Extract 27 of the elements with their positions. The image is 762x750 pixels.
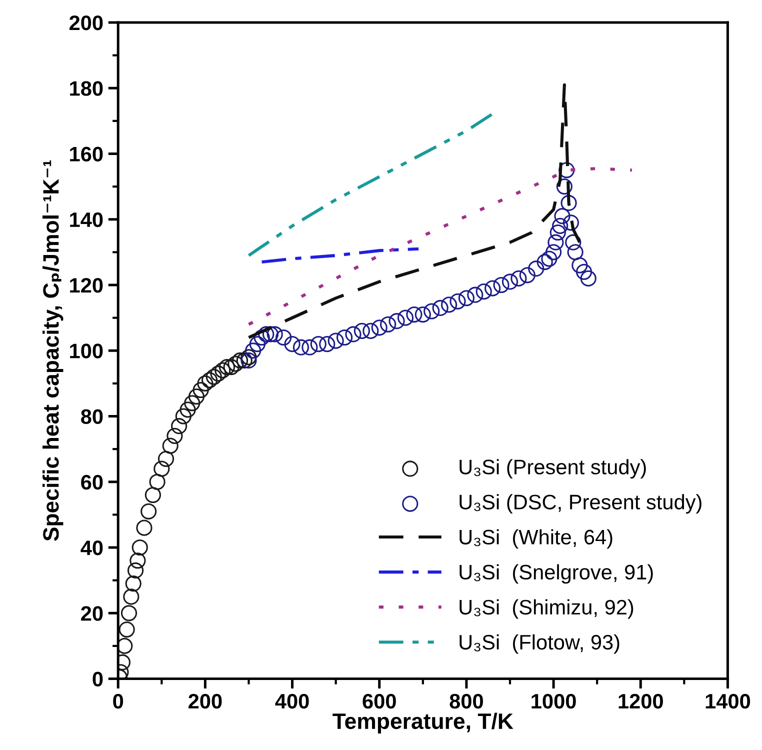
y-tick-label: 60 xyxy=(81,474,103,490)
y-tick-label: 140 xyxy=(70,212,103,228)
y-tick-label: 40 xyxy=(80,540,103,556)
y-tick-label: 180 xyxy=(70,81,103,96)
y-tick-label: 0 xyxy=(92,672,103,687)
x-tick-label: 800 xyxy=(450,694,483,709)
x-tick-label: 200 xyxy=(188,694,222,709)
legend-label: U₃Si (DSC, Present study) xyxy=(460,494,702,514)
x-axis-title: Temperature, T/K xyxy=(332,712,514,734)
y-tick-label: 160 xyxy=(70,146,103,162)
x-tick-label: 400 xyxy=(275,694,309,709)
y-axis-title: Specific heat capacity, Cₚ/Jmol⁻¹K⁻¹ xyxy=(42,160,64,541)
x-tick-label: 600 xyxy=(362,694,396,709)
legend-label: U₃Si (Snelgrove, 91) xyxy=(460,564,653,584)
legend-label: U₃Si (Present study) xyxy=(460,459,646,479)
x-tick-label: 1000 xyxy=(532,694,576,709)
x-tick-label: 1200 xyxy=(618,694,663,709)
legend-label: U₃Si (White, 64) xyxy=(460,529,612,549)
y-tick-label: 80 xyxy=(81,409,103,424)
y-tick-label: 100 xyxy=(70,344,103,358)
x-tick-label: 0 xyxy=(113,694,124,709)
y-tick-label: 120 xyxy=(70,278,103,293)
legend-label: U₃Si (Flotow, 93) xyxy=(460,634,620,654)
y-tick-label: 200 xyxy=(69,16,103,30)
x-tick-label: 1400 xyxy=(706,694,750,709)
y-tick-label: 20 xyxy=(81,606,103,621)
legend-label: U₃Si (Shimizu, 92) xyxy=(460,599,634,619)
